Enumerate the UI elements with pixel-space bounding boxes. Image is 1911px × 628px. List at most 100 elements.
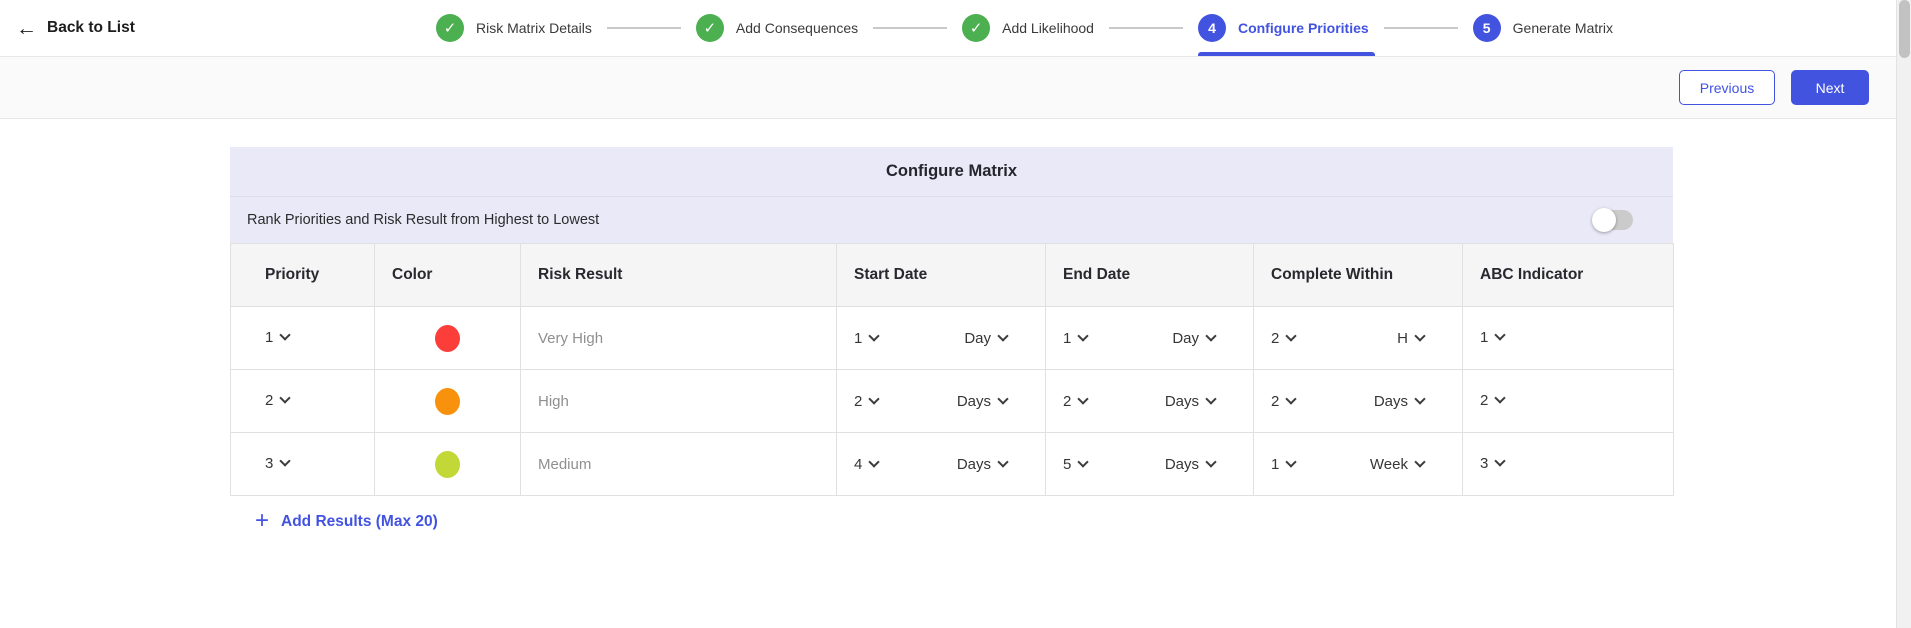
chevron-down-icon: [1285, 392, 1298, 405]
add-results-label: Add Results (Max 20): [281, 513, 438, 530]
column-header-end-date: End Date: [1045, 243, 1254, 307]
complete-value-dropdown[interactable]: 1: [1271, 455, 1298, 473]
end-unit-dropdown[interactable]: Day: [1172, 329, 1217, 347]
back-to-list-link[interactable]: ← Back to List: [16, 0, 135, 56]
column-header-abc-indicator: ABC Indicator: [1462, 243, 1674, 307]
add-results-button[interactable]: + Add Results (Max 20): [255, 509, 438, 533]
color-swatch[interactable]: [435, 387, 460, 415]
step-add-consequences[interactable]: ✓ Add Consequences: [695, 0, 858, 56]
abc-indicator-cell: 3: [1462, 432, 1674, 496]
complete-value-dropdown[interactable]: 2: [1271, 392, 1298, 410]
step-number-badge: 5: [1472, 14, 1501, 42]
chevron-down-icon: [997, 329, 1009, 342]
priority-cell: 2: [230, 369, 375, 433]
risk-result-cell: Medium: [520, 432, 837, 496]
start-unit-dropdown[interactable]: Days: [957, 392, 1009, 410]
next-button[interactable]: Next: [1791, 70, 1869, 105]
column-header-priority: Priority: [230, 243, 375, 307]
risk-result-cell: Very High: [520, 306, 837, 370]
toggle-knob: [1592, 208, 1616, 232]
column-header-risk-result: Risk Result: [520, 243, 837, 307]
priority-cell: 1: [230, 306, 375, 370]
priorities-table: Priority Color Risk Result Start Date En…: [230, 243, 1674, 496]
start-unit-dropdown[interactable]: Days: [957, 456, 1009, 473]
end-date-cell: 1 Day: [1045, 306, 1254, 370]
chevron-down-icon: [1205, 392, 1217, 405]
chevron-down-icon: [1205, 455, 1217, 468]
previous-button[interactable]: Previous: [1679, 70, 1775, 105]
abc-indicator-cell: 2: [1462, 369, 1674, 433]
chevron-down-icon: [1285, 329, 1298, 342]
abc-indicator-dropdown[interactable]: 2: [1480, 392, 1507, 409]
color-swatch[interactable]: [435, 450, 460, 478]
color-cell: [374, 306, 521, 370]
end-value-dropdown[interactable]: 1: [1063, 330, 1090, 347]
chevron-down-icon: [868, 329, 881, 342]
chevron-down-icon: [1077, 455, 1090, 468]
step-label: Add Likelihood: [1002, 20, 1094, 36]
table-header-row: Priority Color Risk Result Start Date En…: [230, 243, 1674, 307]
color-swatch[interactable]: [435, 324, 460, 352]
rank-toggle-label: Rank Priorities and Risk Result from Hig…: [247, 212, 600, 228]
chevron-down-icon: [997, 392, 1009, 405]
start-value-dropdown[interactable]: 4: [854, 455, 881, 473]
color-cell: [374, 432, 521, 496]
step-label: Risk Matrix Details: [476, 20, 592, 36]
chevron-down-icon: [1494, 455, 1507, 467]
table-row: 1 Very High 1 Day: [230, 306, 1674, 370]
end-value-dropdown[interactable]: 5: [1063, 455, 1090, 473]
complete-value-dropdown[interactable]: 2: [1271, 329, 1298, 347]
column-header-start-date: Start Date: [836, 243, 1046, 307]
chevron-down-icon: [1494, 392, 1507, 404]
abc-indicator-dropdown[interactable]: 3: [1480, 455, 1507, 472]
chevron-down-icon: [279, 392, 292, 404]
end-unit-dropdown[interactable]: Days: [1165, 392, 1217, 410]
check-icon: ✓: [695, 14, 724, 42]
complete-unit-dropdown[interactable]: Week: [1370, 456, 1426, 473]
scrollbar-thumb[interactable]: [1899, 0, 1910, 58]
complete-unit-dropdown[interactable]: H: [1397, 329, 1426, 347]
complete-within-cell: 2 Days: [1253, 369, 1463, 433]
start-date-cell: 1 Day: [836, 306, 1046, 370]
step-connector: [873, 27, 948, 29]
vertical-scrollbar[interactable]: [1896, 0, 1911, 628]
chevron-down-icon: [1285, 455, 1298, 468]
back-arrow-icon: ←: [16, 16, 37, 40]
end-date-cell: 2 Days: [1045, 369, 1254, 433]
end-date-cell: 5 Days: [1045, 432, 1254, 496]
end-unit-dropdown[interactable]: Days: [1165, 455, 1217, 473]
configure-matrix-panel: Configure Matrix Rank Priorities and Ris…: [230, 147, 1674, 496]
step-configure-priorities[interactable]: 4 Configure Priorities: [1197, 0, 1375, 56]
table-row: 2 High 2 Days: [230, 369, 1674, 433]
top-header: ← Back to List ✓ Risk Matrix Details ✓ A…: [0, 0, 1896, 57]
priority-dropdown[interactable]: 1: [265, 329, 292, 346]
start-value-dropdown[interactable]: 1: [854, 329, 881, 347]
rank-toggle-switch[interactable]: [1592, 208, 1633, 232]
step-add-likelihood[interactable]: ✓ Add Likelihood: [962, 0, 1094, 56]
end-value-dropdown[interactable]: 2: [1063, 393, 1090, 410]
column-header-color: Color: [374, 243, 521, 307]
main-content: Configure Matrix Rank Priorities and Ris…: [0, 119, 1896, 628]
step-risk-matrix-details[interactable]: ✓ Risk Matrix Details: [436, 0, 592, 56]
priority-dropdown[interactable]: 2: [265, 392, 292, 409]
priority-cell: 3: [230, 432, 375, 496]
risk-result-cell: High: [520, 369, 837, 433]
complete-unit-dropdown[interactable]: Days: [1374, 393, 1426, 410]
panel-title: Configure Matrix: [230, 147, 1673, 196]
step-label: Configure Priorities: [1237, 20, 1369, 36]
abc-indicator-dropdown[interactable]: 1: [1480, 329, 1507, 346]
complete-within-cell: 2 H: [1253, 306, 1463, 370]
chevron-down-icon: [1494, 329, 1507, 341]
step-connector: [1383, 27, 1458, 29]
step-generate-matrix[interactable]: 5 Generate Matrix: [1472, 0, 1613, 56]
chevron-down-icon: [1205, 329, 1217, 342]
start-date-cell: 2 Days: [836, 369, 1046, 433]
chevron-down-icon: [1414, 329, 1426, 342]
priority-dropdown[interactable]: 3: [265, 455, 292, 472]
chevron-down-icon: [868, 455, 881, 468]
risk-result-value: Very High: [538, 329, 604, 347]
risk-result-value: Medium: [538, 455, 592, 473]
check-icon: ✓: [962, 14, 991, 42]
start-value-dropdown[interactable]: 2: [854, 393, 881, 410]
start-unit-dropdown[interactable]: Day: [964, 329, 1009, 347]
